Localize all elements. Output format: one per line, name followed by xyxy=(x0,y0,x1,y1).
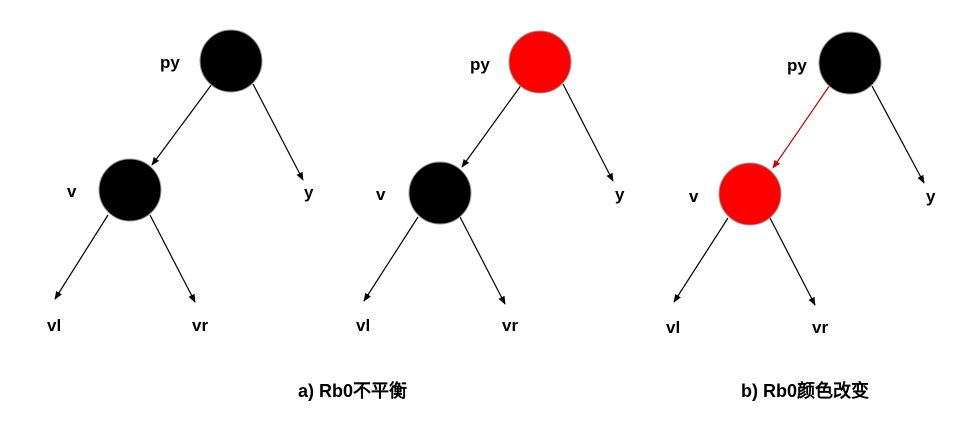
label-vr: vr xyxy=(812,318,828,337)
edge-v-vr xyxy=(459,216,506,305)
edge-v-vl xyxy=(54,214,109,300)
label-y: y xyxy=(926,187,936,206)
edge-v-vl xyxy=(673,217,729,303)
label-vl: vl xyxy=(356,316,370,335)
caption-b: b) Rb0颜色改变 xyxy=(741,380,869,401)
caption-a: a) Rb0不平衡 xyxy=(298,380,407,401)
label-v: v xyxy=(376,185,386,204)
label-v: v xyxy=(67,182,77,201)
label-vl: vl xyxy=(666,318,680,337)
edge-py-v xyxy=(461,83,523,168)
tree-diagram-3: py v y vl vr xyxy=(666,31,936,337)
label-vl: vl xyxy=(47,316,61,335)
tree-diagram-2: py v y vl vr xyxy=(356,30,625,335)
label-y: y xyxy=(615,185,625,204)
edge-py-v xyxy=(772,84,831,169)
label-py: py xyxy=(787,56,807,75)
label-y: y xyxy=(304,183,314,202)
edge-v-vr xyxy=(769,217,816,306)
edge-py-v xyxy=(151,83,213,166)
node-v xyxy=(718,162,782,226)
node-v xyxy=(98,158,162,222)
edge-py-y xyxy=(562,83,614,182)
label-v: v xyxy=(689,187,699,206)
node-py xyxy=(199,29,263,93)
label-vr: vr xyxy=(192,316,208,335)
edge-py-y xyxy=(871,85,925,184)
node-v xyxy=(408,161,472,225)
node-py xyxy=(508,30,572,94)
label-py: py xyxy=(160,53,180,72)
edge-py-y xyxy=(252,83,304,181)
label-vr: vr xyxy=(502,316,518,335)
edge-v-vr xyxy=(149,214,196,303)
label-py: py xyxy=(470,55,490,74)
tree-diagram-1: py v y vl vr xyxy=(47,29,314,335)
node-py xyxy=(818,31,882,95)
edge-v-vl xyxy=(363,216,419,302)
